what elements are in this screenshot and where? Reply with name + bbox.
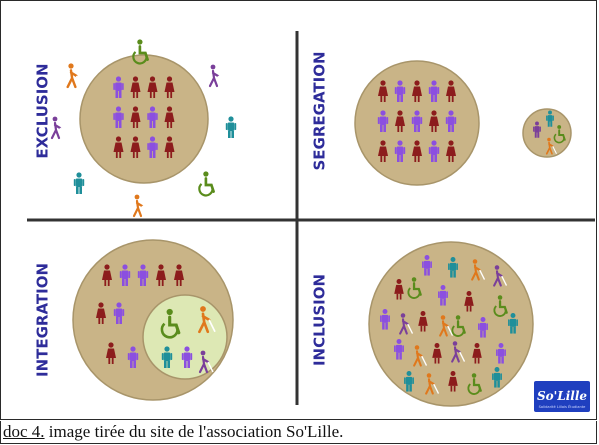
person-icon <box>378 80 388 102</box>
person-icon <box>448 371 458 392</box>
person-icon <box>174 264 184 286</box>
person-icon <box>432 343 442 364</box>
blind-person-icon <box>545 137 557 155</box>
person-icon <box>412 80 422 102</box>
person-icon <box>164 136 175 158</box>
person-icon <box>380 309 390 330</box>
wheelchair-icon <box>198 171 215 197</box>
wheelchair-icon <box>132 39 149 65</box>
person-icon <box>404 371 414 392</box>
person-icon <box>377 110 389 132</box>
wheelchair-icon <box>493 295 508 317</box>
person-icon <box>546 110 554 127</box>
person-icon <box>418 311 428 332</box>
person-icon <box>492 367 502 388</box>
blind-person-icon <box>50 116 66 140</box>
person-icon <box>147 106 158 128</box>
person-icon <box>96 302 106 324</box>
person-icon <box>448 257 458 278</box>
caption-text: image tirée du site de l'association So'… <box>44 422 344 441</box>
person-icon <box>127 346 139 368</box>
quadrant-label: SEGREGATION <box>311 51 329 170</box>
person-icon <box>508 313 518 334</box>
person-icon <box>395 110 405 132</box>
main-circle <box>79 54 209 184</box>
wheelchair-icon <box>553 125 566 144</box>
person-icon <box>147 136 158 158</box>
person-icon <box>478 317 488 338</box>
logo-text: So'Lille <box>537 389 587 403</box>
wheelchair-icon <box>407 277 422 299</box>
person-icon <box>130 76 141 98</box>
person-icon <box>464 291 474 312</box>
quadrant-label: INCLUSION <box>311 274 329 366</box>
person-icon <box>422 255 432 276</box>
person-icon <box>113 302 125 324</box>
person-icon <box>106 342 116 364</box>
person-icon <box>113 136 124 158</box>
person-icon <box>130 136 141 158</box>
wheelchair-icon <box>451 315 466 337</box>
person-icon <box>394 80 406 102</box>
person-icon <box>394 279 404 300</box>
figure-caption: doc 4. image tirée du site de l'associat… <box>0 421 597 444</box>
small-circle <box>522 108 572 158</box>
person-icon <box>446 80 456 102</box>
person-icon <box>428 80 440 102</box>
person-icon <box>411 110 423 132</box>
inclusion-diagram: EXCLUSION SEGREGATION INTEGRATION INCLUSION… <box>27 31 595 412</box>
quadrant-label: EXCLUSION <box>34 63 52 158</box>
blind-person-icon <box>413 345 428 367</box>
person-icon <box>164 76 175 98</box>
person-icon <box>161 346 173 368</box>
logo-tagline: Solidarité Lillois Étudiante <box>539 404 587 409</box>
person-icon <box>164 106 175 128</box>
person-icon <box>102 264 112 286</box>
person-icon <box>428 140 440 162</box>
person-icon <box>438 285 448 306</box>
person-icon <box>119 264 131 286</box>
blind-person-icon <box>198 350 214 374</box>
blind-person-icon <box>451 341 466 363</box>
figure-frame: EXCLUSION SEGREGATION INTEGRATION INCLUSION… <box>0 0 597 420</box>
person-icon <box>429 110 439 132</box>
person-icon <box>378 140 388 162</box>
person-icon <box>73 172 85 194</box>
person-icon <box>472 343 482 364</box>
blind-person-icon <box>198 306 216 334</box>
person-icon <box>394 339 404 360</box>
blind-person-icon <box>208 64 224 88</box>
person-icon <box>533 121 541 138</box>
person-icon <box>137 264 149 286</box>
person-icon <box>147 76 158 98</box>
wheelchair-icon <box>160 308 181 339</box>
blind-person-icon <box>132 194 148 218</box>
person-icon <box>130 106 141 128</box>
blind-person-icon <box>425 373 440 395</box>
main-circle <box>368 241 534 407</box>
person-icon <box>156 264 166 286</box>
person-icon <box>225 116 237 138</box>
person-icon <box>446 140 456 162</box>
blind-person-icon <box>493 265 508 287</box>
person-icon <box>181 346 193 368</box>
person-icon <box>412 140 422 162</box>
person-icon <box>113 76 124 98</box>
person-icon <box>113 106 124 128</box>
quadrant-label: INTEGRATION <box>34 263 52 377</box>
person-icon <box>496 343 506 364</box>
person-icon <box>445 110 457 132</box>
caption-ref[interactable]: doc 4. <box>3 422 45 441</box>
blind-person-icon <box>439 315 454 337</box>
wheelchair-icon <box>467 373 482 395</box>
blind-person-icon <box>471 259 486 281</box>
person-icon <box>394 140 406 162</box>
blind-person-icon <box>399 313 414 335</box>
blind-person-icon <box>66 63 83 89</box>
